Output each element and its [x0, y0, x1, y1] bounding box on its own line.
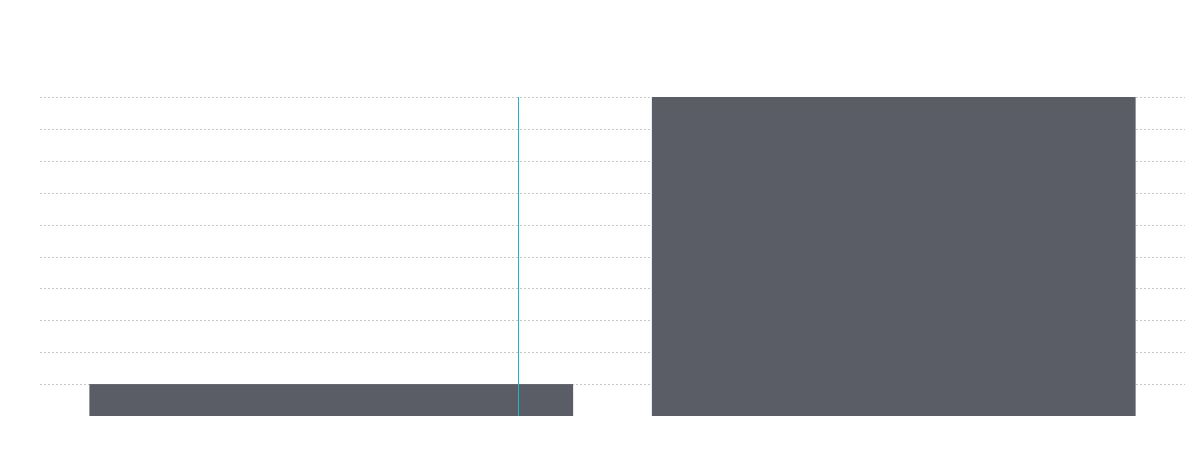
- grid: [40, 97, 1185, 385]
- bars: [89, 97, 1136, 416]
- bar: [89, 384, 574, 416]
- bar: [651, 97, 1136, 416]
